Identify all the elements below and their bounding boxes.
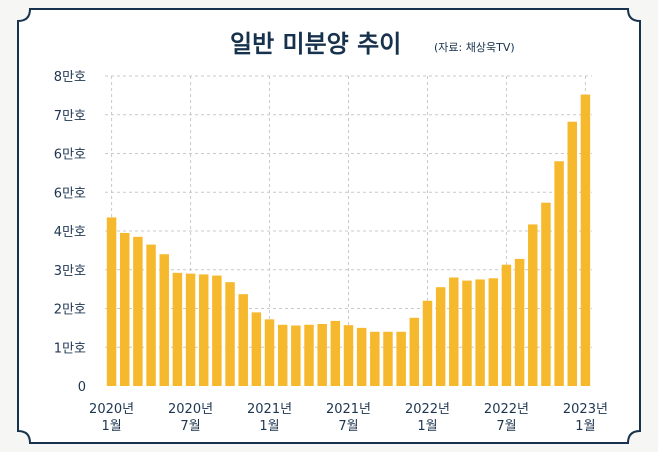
bar — [422, 300, 433, 386]
y-tick-label: 8만호 — [54, 70, 86, 85]
bar — [435, 287, 446, 386]
bar — [304, 324, 314, 386]
bar — [198, 274, 209, 386]
y-tick-label: 3만호 — [54, 264, 86, 279]
bar — [475, 279, 485, 386]
bar — [409, 317, 420, 386]
bar-layer — [106, 94, 591, 386]
y-tick-label: 6만호 — [54, 186, 86, 201]
bar — [370, 331, 380, 386]
x-tick-label-year: 2022년 — [484, 402, 529, 417]
bar — [225, 282, 235, 386]
x-tick-label-month: 7월 — [338, 419, 358, 434]
bar — [567, 121, 577, 386]
bar — [528, 224, 538, 386]
bar — [251, 312, 262, 386]
x-tick-label-year: 2023년 — [563, 402, 608, 417]
bar — [501, 264, 512, 386]
y-tick-label: 6만호 — [54, 148, 86, 163]
bar — [580, 94, 591, 386]
bar — [146, 244, 156, 386]
bar — [554, 161, 564, 386]
x-tick-label-month: 7월 — [496, 419, 516, 434]
y-tick-label: 2만호 — [54, 303, 86, 318]
chart-subtitle: (자료: 채상욱TV) — [434, 41, 515, 54]
x-tick-label-year: 2022년 — [405, 402, 450, 417]
bar — [212, 275, 222, 386]
y-tick-label: 1만호 — [54, 341, 86, 356]
bar — [120, 232, 130, 386]
y-tick-label: 7만호 — [54, 109, 86, 124]
bar — [317, 324, 327, 386]
bar — [264, 319, 275, 386]
bar — [238, 294, 248, 386]
x-tick-label-year: 2020년 — [168, 402, 213, 417]
chart-title: 일반 미분양 추이 — [230, 30, 401, 58]
x-tick-label-year: 2020년 — [89, 402, 134, 417]
y-axis-ticks: 0 1만호 2만호 3만호 4만호 6만호 6만호 7만호 8만호 — [54, 70, 86, 395]
bar — [449, 277, 459, 386]
bar — [106, 217, 117, 386]
bar — [277, 324, 288, 386]
x-tick-label-year: 2021년 — [247, 402, 292, 417]
bar — [488, 278, 499, 386]
bar — [462, 280, 472, 386]
x-tick-label-month: 1월 — [259, 419, 279, 434]
x-tick-label-month: 1월 — [417, 419, 437, 434]
bar — [133, 236, 143, 386]
bar — [330, 320, 341, 386]
bar — [541, 202, 551, 386]
y-tick-label: 4만호 — [54, 225, 86, 240]
bar — [291, 325, 301, 386]
x-tick-label-month: 1월 — [101, 419, 121, 434]
x-axis-ticks: 2020년 1월 2020년 7월 2021년 1월 2021년 7월 2022년 1월 2022년… — [89, 402, 608, 434]
bar — [172, 272, 183, 386]
bar — [383, 331, 393, 386]
x-tick-label-month: 1월 — [575, 419, 595, 434]
bar — [159, 254, 169, 386]
y-tick-label: 0 — [78, 380, 86, 395]
x-tick-label-month: 7월 — [180, 419, 200, 434]
bar — [185, 273, 196, 386]
bar — [396, 331, 406, 386]
bar — [514, 258, 525, 386]
x-tick-label-year: 2021년 — [326, 402, 371, 417]
bar — [356, 327, 367, 386]
bar — [343, 325, 354, 386]
